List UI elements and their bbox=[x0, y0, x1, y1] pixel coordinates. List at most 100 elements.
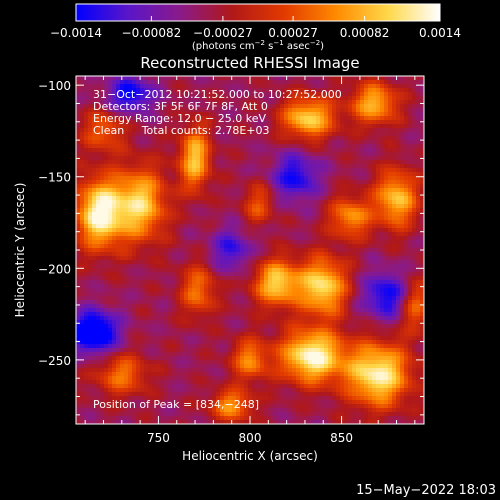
heatmap-cell bbox=[228, 276, 233, 281]
heatmap-cell bbox=[260, 92, 265, 97]
heatmap-cell bbox=[296, 156, 301, 161]
heatmap-cell bbox=[248, 300, 253, 305]
heatmap-cell bbox=[300, 280, 305, 285]
heatmap-cell bbox=[412, 200, 417, 205]
heatmap-cell bbox=[160, 112, 165, 117]
heatmap-cell bbox=[360, 204, 365, 209]
heatmap-cell bbox=[336, 300, 341, 305]
heatmap-cell bbox=[144, 88, 149, 93]
heatmap-cell bbox=[348, 220, 353, 225]
heatmap-cell bbox=[244, 216, 249, 221]
heatmap-cell bbox=[244, 248, 249, 253]
heatmap-cell bbox=[284, 280, 289, 285]
heatmap-cell bbox=[200, 164, 205, 169]
heatmap-cell bbox=[284, 220, 289, 225]
heatmap-cell bbox=[380, 300, 385, 305]
heatmap-cell bbox=[420, 244, 424, 249]
heatmap-cell bbox=[124, 112, 129, 117]
heatmap-cell bbox=[76, 196, 81, 201]
heatmap-cell bbox=[336, 104, 341, 109]
heatmap-cell bbox=[396, 100, 401, 105]
heatmap-cell bbox=[384, 256, 389, 261]
heatmap-cell bbox=[216, 284, 221, 289]
heatmap-cell bbox=[356, 276, 361, 281]
heatmap-cell bbox=[80, 104, 85, 109]
heatmap-cell bbox=[348, 288, 353, 293]
heatmap-cell bbox=[96, 232, 101, 237]
heatmap-cell bbox=[176, 120, 181, 125]
heatmap-cell bbox=[136, 192, 141, 197]
heatmap-cell bbox=[320, 156, 325, 161]
heatmap-cell bbox=[92, 260, 97, 265]
heatmap-cell bbox=[376, 244, 381, 249]
heatmap-cell bbox=[148, 276, 153, 281]
heatmap-cell bbox=[408, 244, 413, 249]
heatmap-cell bbox=[164, 236, 169, 241]
heatmap-cell bbox=[208, 84, 213, 89]
heatmap-cell bbox=[256, 140, 261, 145]
heatmap-cell bbox=[392, 88, 397, 93]
heatmap-cell bbox=[204, 192, 209, 197]
heatmap-cell bbox=[224, 252, 229, 257]
heatmap-cell bbox=[284, 264, 289, 269]
heatmap-cell bbox=[120, 176, 125, 181]
heatmap-cell bbox=[176, 256, 181, 261]
heatmap-cell bbox=[268, 112, 273, 117]
heatmap-cell bbox=[100, 136, 105, 141]
heatmap-cell bbox=[244, 252, 249, 257]
heatmap-cell bbox=[168, 272, 173, 277]
heatmap-cell bbox=[228, 124, 233, 129]
heatmap-cell bbox=[260, 120, 265, 125]
heatmap-cell bbox=[324, 244, 329, 249]
heatmap-cell bbox=[388, 256, 393, 261]
heatmap-cell bbox=[336, 196, 341, 201]
heatmap-cell bbox=[324, 148, 329, 153]
heatmap-cell bbox=[368, 172, 373, 177]
heatmap-cell bbox=[204, 144, 209, 149]
heatmap-cell bbox=[172, 136, 177, 141]
heatmap-cell bbox=[416, 292, 421, 297]
heatmap-cell bbox=[372, 168, 377, 173]
heatmap-cell bbox=[260, 280, 265, 285]
heatmap-cell bbox=[368, 240, 373, 245]
heatmap-cell bbox=[196, 252, 201, 257]
heatmap-cell bbox=[92, 148, 97, 153]
colorbar-tick-label: −0.00027 bbox=[193, 26, 253, 40]
heatmap-cell bbox=[400, 156, 405, 161]
heatmap-cell bbox=[336, 144, 341, 149]
heatmap-cell bbox=[160, 164, 165, 169]
heatmap-cell bbox=[164, 108, 169, 113]
heatmap-cell bbox=[192, 156, 197, 161]
heatmap-cell bbox=[412, 244, 417, 249]
heatmap-cell bbox=[376, 172, 381, 177]
heatmap-cell bbox=[128, 96, 133, 101]
heatmap-cell bbox=[76, 124, 81, 129]
heatmap-cell bbox=[204, 112, 209, 117]
heatmap-cell bbox=[156, 208, 161, 213]
heatmap-cell bbox=[104, 108, 109, 113]
heatmap-cell bbox=[400, 192, 405, 197]
heatmap-cell bbox=[288, 176, 293, 181]
heatmap-cell bbox=[416, 112, 421, 117]
heatmap-cell bbox=[312, 260, 317, 265]
heatmap-cell bbox=[100, 236, 105, 241]
heatmap-cell bbox=[152, 92, 157, 97]
heatmap-cell bbox=[312, 284, 317, 289]
heatmap-cell bbox=[264, 212, 269, 217]
heatmap-cell bbox=[280, 236, 285, 241]
heatmap-cell bbox=[96, 76, 101, 81]
heatmap-cell bbox=[208, 300, 213, 305]
heatmap-cell bbox=[168, 220, 173, 225]
heatmap-cell bbox=[84, 300, 89, 305]
heatmap-cell bbox=[120, 180, 125, 185]
heatmap-cell bbox=[232, 184, 237, 189]
heatmap-cell bbox=[336, 188, 341, 193]
heatmap-cell bbox=[264, 136, 269, 141]
heatmap-cell bbox=[380, 124, 385, 129]
heatmap-cell bbox=[156, 148, 161, 153]
heatmap-cell bbox=[368, 180, 373, 185]
heatmap-cell bbox=[268, 256, 273, 261]
heatmap-cell bbox=[140, 124, 145, 129]
heatmap-cell bbox=[288, 96, 293, 101]
heatmap-cell bbox=[300, 300, 305, 305]
